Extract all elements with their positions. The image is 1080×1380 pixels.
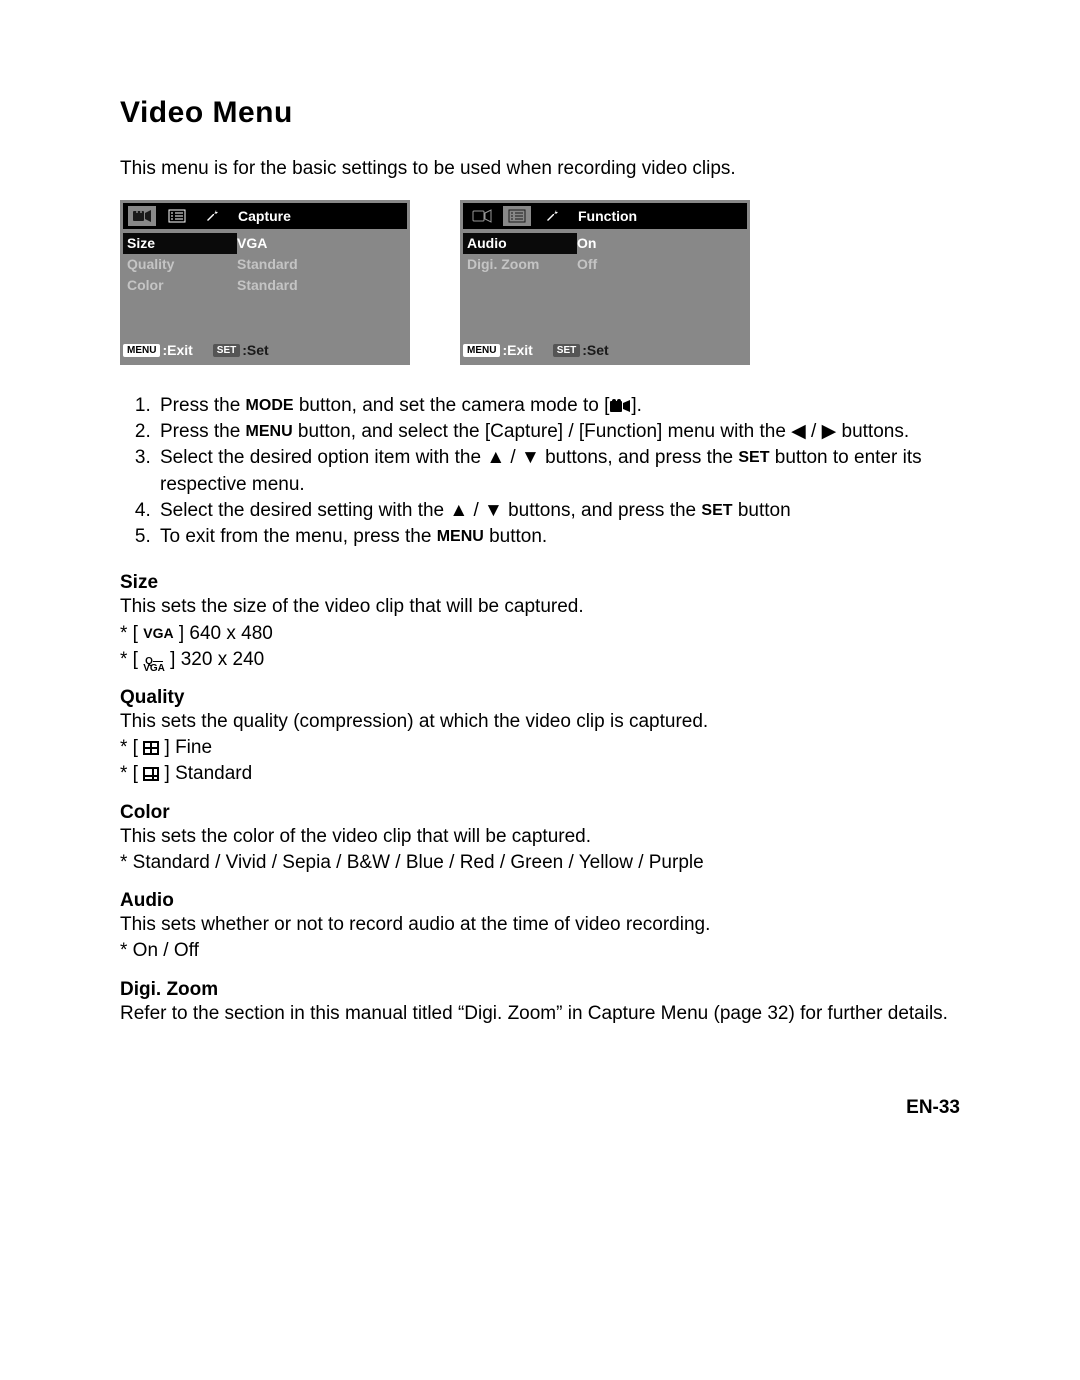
set-button-label: SET xyxy=(738,449,769,466)
instr-text: button xyxy=(733,500,791,521)
color-desc: This sets the color of the video clip th… xyxy=(120,824,960,850)
exit-label: :Exit xyxy=(162,342,192,358)
manual-page: Video Menu This menu is for the basic se… xyxy=(0,0,1080,1159)
capture-panel-footer: MENU :Exit SET :Set xyxy=(120,340,410,362)
row-label: Quality xyxy=(123,254,237,275)
instr-text: Select the desired option item with the … xyxy=(160,447,738,468)
list-tab-icon xyxy=(503,206,531,226)
row-value: VGA xyxy=(237,233,267,254)
function-panel-body: Audio On Digi. Zoom Off xyxy=(460,230,750,340)
audio-desc: This sets whether or not to record audio… xyxy=(120,912,960,938)
instructions-list: Press the MODE button, and set the camer… xyxy=(120,393,960,550)
instruction-step: Select the desired option item with the … xyxy=(156,445,960,497)
instr-text: button, and select the [Capture] / [Func… xyxy=(293,421,909,442)
instr-text: To exit from the menu, press the xyxy=(160,526,437,547)
function-panel-footer: MENU :Exit SET :Set xyxy=(460,340,750,362)
quality-desc: This sets the quality (compression) at w… xyxy=(120,709,960,735)
instr-text: Press the xyxy=(160,421,246,442)
instruction-step: Press the MENU button, and select the [C… xyxy=(156,419,960,445)
qvga-icon: Q—VGA xyxy=(143,658,165,672)
opt-value: ] 640 x 480 xyxy=(174,623,273,644)
standard-quality-icon xyxy=(143,767,159,781)
menu-button-label: MENU xyxy=(437,528,484,545)
instr-text: Press the xyxy=(160,395,246,416)
capture-menu-panel: Capture Size VGA Quality Standard Color … xyxy=(120,200,410,365)
capture-panel-header: Capture xyxy=(123,203,407,229)
video-mode-icon xyxy=(128,206,156,226)
color-heading: Color xyxy=(120,802,960,824)
exit-label: :Exit xyxy=(502,342,532,358)
capture-panel-body: Size VGA Quality Standard Color Standard xyxy=(120,230,410,340)
audio-heading: Audio xyxy=(120,890,960,912)
mode-button-label: MODE xyxy=(246,397,294,414)
menu-button-label: MENU xyxy=(246,423,293,440)
digizoom-desc: Refer to the section in this manual titl… xyxy=(120,1001,960,1027)
function-tab-label: Function xyxy=(578,208,637,224)
set-button-chip: SET xyxy=(553,344,580,357)
page-title: Video Menu xyxy=(120,96,960,130)
wrench-tab-icon xyxy=(198,206,226,226)
quality-option-fine: * [ ] Fine xyxy=(120,735,960,761)
instr-text: Select the desired setting with the ▲ / … xyxy=(160,500,701,521)
size-heading: Size xyxy=(120,572,960,594)
opt-value: ] 320 x 240 xyxy=(165,649,264,670)
wrench-tab-icon xyxy=(538,206,566,226)
instr-text: ]. xyxy=(631,395,642,416)
menu-screenshots-row: Capture Size VGA Quality Standard Color … xyxy=(120,200,960,365)
function-menu-panel: Function Audio On Digi. Zoom Off MENU :E… xyxy=(460,200,750,365)
instr-text: button. xyxy=(484,526,547,547)
instruction-step: Press the MODE button, and set the camer… xyxy=(156,393,960,419)
row-label: Size xyxy=(123,233,237,254)
size-option-vga: * [ VGA ] 640 x 480 xyxy=(120,621,960,647)
size-desc: This sets the size of the video clip tha… xyxy=(120,594,960,620)
size-option-qvga: * [ Q—VGA ] 320 x 240 xyxy=(120,647,960,673)
page-number: EN-33 xyxy=(120,1097,960,1119)
digizoom-heading: Digi. Zoom xyxy=(120,979,960,1001)
row-label: Audio xyxy=(463,233,577,254)
row-value: Standard xyxy=(237,254,298,275)
row-value: Standard xyxy=(237,275,298,296)
instruction-step: Select the desired setting with the ▲ / … xyxy=(156,498,960,524)
intro-text: This menu is for the basic settings to b… xyxy=(120,158,960,180)
row-label: Color xyxy=(123,275,237,296)
quality-heading: Quality xyxy=(120,687,960,709)
row-value: On xyxy=(577,233,596,254)
instruction-step: To exit from the menu, press the MENU bu… xyxy=(156,524,960,550)
row-value: Off xyxy=(577,254,597,275)
menu-row-color: Color Standard xyxy=(123,275,407,296)
instr-text: button, and set the camera mode to [ xyxy=(294,395,610,416)
vga-label: VGA xyxy=(143,624,173,643)
capture-tab-label: Capture xyxy=(238,208,291,224)
menu-row-audio: Audio On xyxy=(463,233,747,254)
set-button-label: SET xyxy=(701,502,732,519)
menu-row-quality: Quality Standard xyxy=(123,254,407,275)
color-options: * Standard / Vivid / Sepia / B&W / Blue … xyxy=(120,850,960,876)
menu-row-size: Size VGA xyxy=(123,233,407,254)
opt-value: ] Standard xyxy=(159,763,252,784)
menu-row-digizoom: Digi. Zoom Off xyxy=(463,254,747,275)
menu-button-chip: MENU xyxy=(463,344,500,357)
fine-quality-icon xyxy=(143,741,159,755)
qvga-bot: VGA xyxy=(143,663,165,674)
set-label: :Set xyxy=(242,342,268,358)
quality-option-standard: * [ ] Standard xyxy=(120,761,960,787)
list-tab-icon xyxy=(163,206,191,226)
opt-value: ] Fine xyxy=(159,737,212,758)
set-button-chip: SET xyxy=(213,344,240,357)
video-mode-icon xyxy=(609,396,631,414)
row-label: Digi. Zoom xyxy=(463,254,577,275)
menu-button-chip: MENU xyxy=(123,344,160,357)
video-mode-icon xyxy=(468,206,496,226)
audio-options: * On / Off xyxy=(120,938,960,964)
set-label: :Set xyxy=(582,342,608,358)
function-panel-header: Function xyxy=(463,203,747,229)
